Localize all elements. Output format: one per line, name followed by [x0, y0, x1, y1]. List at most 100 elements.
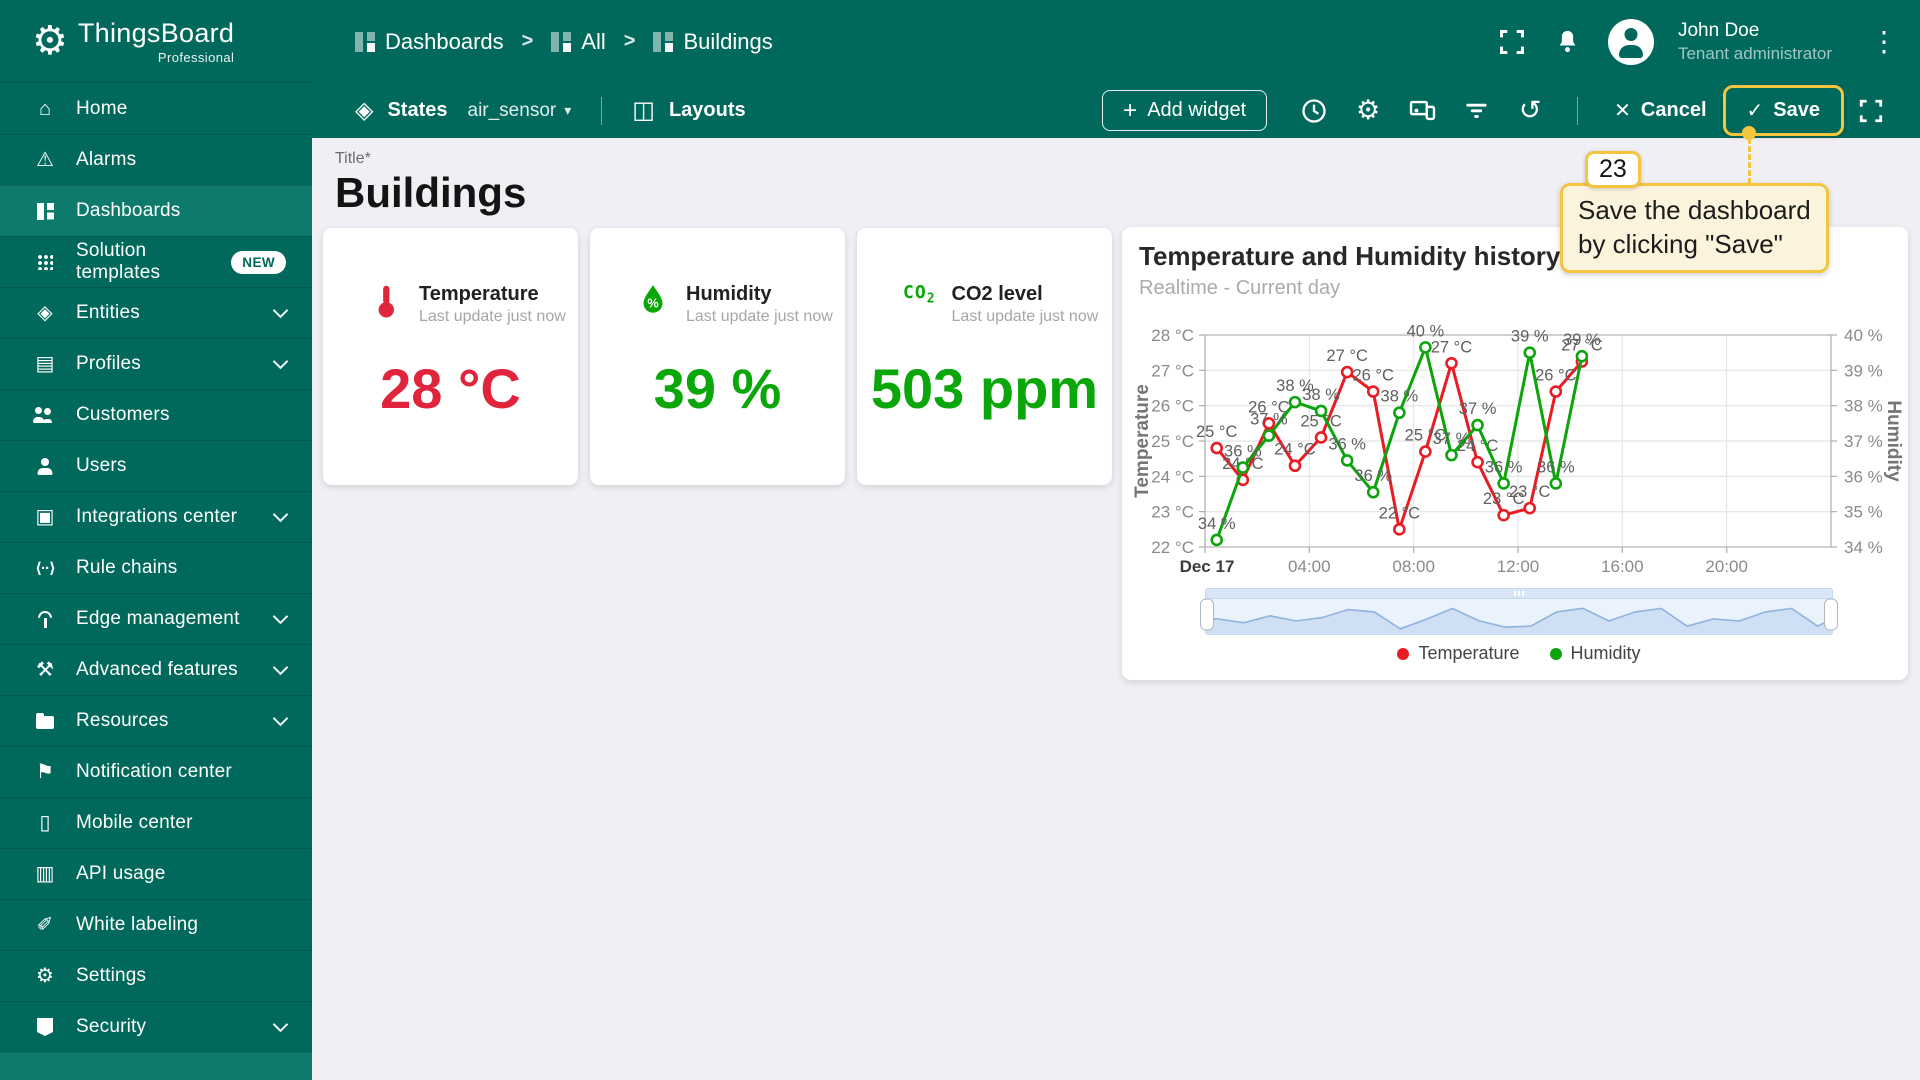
- sidebar-item-home[interactable]: ⌂ Home: [0, 83, 312, 134]
- manage-layouts-icon[interactable]: [1399, 91, 1445, 131]
- cancel-label: Cancel: [1640, 99, 1707, 121]
- sidebar-item-white-labeling[interactable]: ✐ White labeling: [0, 899, 312, 950]
- sidebar-item-entities[interactable]: ◈ Entities: [0, 287, 312, 338]
- sidebar-item-mobile-center[interactable]: ▯ Mobile center: [0, 797, 312, 848]
- legend-label: Humidity: [1570, 643, 1641, 663]
- co2-widget[interactable]: CO2 CO2 level Last update just now 503 ppm: [857, 228, 1112, 485]
- temperature-widget[interactable]: Temperature Last update just now 28 °C: [323, 228, 578, 485]
- svg-text:24 °C: 24 °C: [1274, 441, 1316, 459]
- svg-text:27 °C: 27 °C: [1326, 347, 1368, 365]
- sidebar-item-notification-center[interactable]: ⚑ Notification center: [0, 746, 312, 797]
- svg-text:39 %: 39 %: [1844, 361, 1883, 380]
- breadcrumb-label: Buildings: [683, 28, 773, 54]
- layouts-icon: ◫: [632, 96, 655, 124]
- svg-text:34 %: 34 %: [1844, 538, 1883, 557]
- sidebar-item-advanced-features[interactable]: ⚒ Advanced features: [0, 644, 312, 695]
- tooltip-instruction: Save the dashboard by clicking "Save": [1560, 183, 1829, 273]
- svg-text:39 %: 39 %: [1563, 331, 1601, 349]
- humidity-widget[interactable]: % Humidity Last update just now 39 %: [590, 228, 845, 485]
- integrations-icon: ▣: [35, 506, 55, 528]
- states-icon: ◈: [355, 96, 374, 124]
- svg-text:22 °C: 22 °C: [1379, 504, 1421, 522]
- resources-icon: [30, 713, 60, 729]
- state-value: air_sensor: [467, 99, 557, 121]
- sidebar-item-api-usage[interactable]: ▥ API usage: [0, 848, 312, 899]
- sidebar-item-solution-templates[interactable]: Solution templates NEW: [0, 236, 312, 287]
- app-logo[interactable]: ⚙ ThingsBoard Professional: [0, 0, 312, 83]
- sidebar-item-label: Dashboards: [76, 200, 181, 221]
- sidebar-item-label: API usage: [76, 863, 166, 884]
- breadcrumb-all[interactable]: All: [551, 29, 606, 55]
- save-button[interactable]: ✓ Save: [1722, 85, 1844, 136]
- brush-grip[interactable]: [1206, 589, 1832, 599]
- sidebar-item-dashboards[interactable]: Dashboards: [0, 185, 312, 236]
- kebab-menu-icon[interactable]: ⋮: [1870, 26, 1898, 57]
- breadcrumb-dashboards[interactable]: Dashboards: [355, 29, 504, 55]
- widget-last-update: Last update just now: [419, 308, 566, 325]
- sidebar-item-label: Solution templates: [76, 240, 161, 283]
- svg-text:40 %: 40 %: [1407, 322, 1445, 340]
- notifications-bell-icon[interactable]: [1552, 26, 1584, 58]
- dashboard-settings-icon[interactable]: ⚙: [1356, 95, 1381, 125]
- svg-text:16:00: 16:00: [1601, 557, 1644, 576]
- tooltip-line1: Save the dashboard: [1578, 195, 1811, 225]
- layouts-button[interactable]: Layouts: [668, 99, 746, 121]
- breadcrumb-separator: >: [623, 30, 636, 52]
- tooltip-connector-line: [1748, 138, 1751, 184]
- breadcrumb-buildings[interactable]: Buildings: [653, 28, 773, 55]
- sidebar-item-resources[interactable]: Resources: [0, 695, 312, 746]
- dashboard-fullscreen-icon[interactable]: [1848, 91, 1894, 131]
- widget-last-update: Last update just now: [686, 308, 833, 325]
- sidebar-item-customers[interactable]: Customers: [0, 389, 312, 440]
- temperature-humidity-history-widget[interactable]: Temperature and Humidity history Realtim…: [1122, 227, 1908, 680]
- templates-icon: [30, 254, 60, 270]
- add-widget-button[interactable]: + Add widget: [1102, 90, 1268, 131]
- avatar[interactable]: [1607, 18, 1654, 65]
- time-window-icon[interactable]: [1291, 91, 1337, 131]
- home-icon: ⌂: [38, 97, 52, 120]
- svg-text:12:00: 12:00: [1497, 557, 1540, 576]
- legend-item-temperature[interactable]: Temperature: [1397, 643, 1520, 664]
- sidebar-item-integrations-center[interactable]: ▣ Integrations center: [0, 491, 312, 542]
- sidebar-item-label: Entities: [76, 302, 140, 323]
- widget-title: Humidity: [686, 283, 772, 305]
- sidebar-item-users[interactable]: Users: [0, 440, 312, 491]
- svg-text:04:00: 04:00: [1288, 557, 1331, 576]
- sidebar-item-security[interactable]: Security: [0, 1001, 312, 1052]
- dashboard-title-input[interactable]: Buildings: [335, 169, 527, 216]
- sidebar-item-label: White labeling: [76, 914, 199, 935]
- chart-subtitle: Realtime - Current day: [1139, 277, 1341, 299]
- breadcrumb-separator: >: [521, 30, 534, 52]
- version-history-icon[interactable]: ↺: [1518, 95, 1542, 125]
- svg-text:36 %: 36 %: [1844, 467, 1883, 486]
- sidebar-item-edge-management[interactable]: Edge management: [0, 593, 312, 644]
- svg-text:36 %: 36 %: [1224, 443, 1262, 461]
- tooltip-line2: by clicking "Save": [1578, 228, 1783, 259]
- close-icon: ✕: [1614, 100, 1631, 122]
- dashboard-grid-icon: [653, 31, 674, 52]
- svg-text:%: %: [647, 296, 658, 311]
- sidebar-item-alarms[interactable]: ⚠ Alarms: [0, 134, 312, 185]
- svg-text:Dec 17: Dec 17: [1180, 557, 1235, 576]
- dashboard-toolbar: ◈ States air_sensor ▾ ◫ Layouts + Add wi…: [312, 83, 1920, 138]
- filters-icon[interactable]: [1453, 91, 1499, 131]
- brush-handle-right[interactable]: [1824, 598, 1838, 631]
- state-selector[interactable]: air_sensor ▾: [468, 100, 572, 122]
- chart-range-brush[interactable]: [1200, 588, 1838, 635]
- svg-text:23 °C: 23 °C: [1483, 490, 1525, 508]
- edge-icon: [30, 610, 60, 628]
- sidebar-item-profiles[interactable]: ▤ Profiles: [0, 338, 312, 389]
- svg-text:Temperature: Temperature: [1132, 384, 1153, 498]
- fullscreen-icon[interactable]: [1496, 26, 1528, 58]
- chevron-down-icon: [272, 659, 289, 676]
- sidebar-item-rule-chains[interactable]: ⟨··⟩ Rule chains: [0, 542, 312, 593]
- customers-icon: [30, 407, 60, 423]
- svg-text:37 %: 37 %: [1459, 400, 1497, 418]
- title-field-label: Title*: [335, 150, 371, 167]
- top-header: ⚙ ThingsBoard Professional Dashboards > Al…: [0, 0, 1920, 83]
- cancel-button[interactable]: ✕ Cancel: [1602, 90, 1718, 131]
- brush-handle-left[interactable]: [1200, 598, 1214, 631]
- svg-text:36 %: 36 %: [1485, 458, 1523, 476]
- legend-item-humidity[interactable]: Humidity: [1549, 643, 1641, 664]
- sidebar-item-settings[interactable]: ⚙ Settings: [0, 950, 312, 1001]
